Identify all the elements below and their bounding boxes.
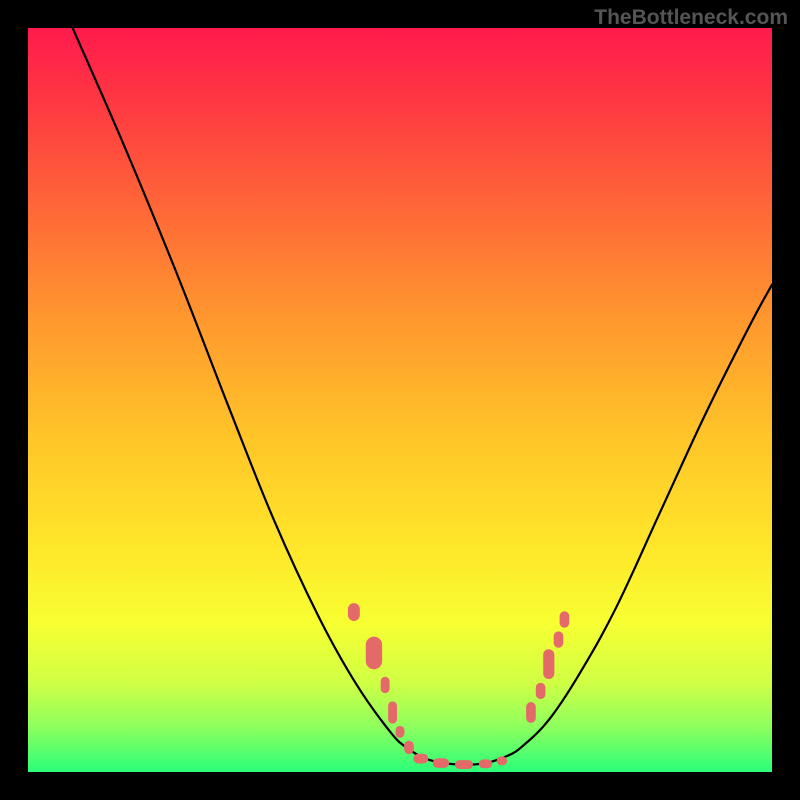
- curve-marker: [560, 611, 570, 627]
- curve-marker: [526, 702, 536, 723]
- curve-marker: [497, 756, 507, 765]
- bottleneck-chart: [28, 28, 772, 772]
- curve-marker: [396, 726, 405, 738]
- curve-marker: [413, 754, 428, 764]
- watermark-text: TheBottleneck.com: [594, 6, 788, 30]
- curve-marker: [388, 701, 397, 723]
- curve-marker: [366, 637, 382, 670]
- chart-svg: [28, 28, 772, 772]
- curve-marker: [455, 760, 473, 769]
- curve-marker: [479, 759, 492, 768]
- curve-marker: [543, 649, 554, 679]
- curve-marker: [404, 741, 414, 754]
- curve-marker: [348, 603, 360, 621]
- curve-marker: [536, 683, 546, 699]
- chart-background: [28, 28, 772, 772]
- curve-marker: [381, 677, 390, 693]
- curve-marker: [433, 758, 449, 768]
- curve-marker: [554, 631, 564, 647]
